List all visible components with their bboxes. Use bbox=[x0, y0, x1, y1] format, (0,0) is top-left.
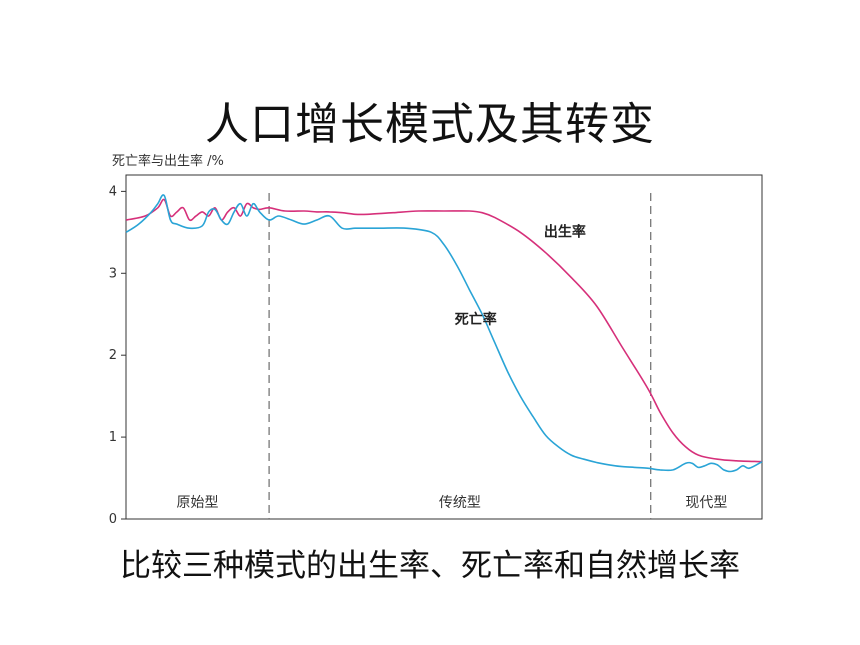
plot-frame bbox=[125, 174, 763, 520]
y-tick-label: 2 bbox=[109, 348, 117, 363]
death-rate-label: 死亡率 bbox=[454, 311, 497, 328]
y-tick-label: 3 bbox=[109, 266, 117, 281]
slide-title: 人口增长模式及其转变 bbox=[205, 99, 655, 150]
birth-rate-line bbox=[125, 198, 763, 463]
y-tick-label: 0 bbox=[109, 512, 117, 527]
birth-rate-label: 出生率 bbox=[544, 223, 586, 240]
y-axis-label: 死亡率与出生率 /% bbox=[112, 154, 224, 169]
slide-caption: 比较三种模式的出生率、死亡率和自然增长率 bbox=[120, 548, 740, 584]
death-rate-line bbox=[125, 194, 763, 473]
phase-label: 原始型 bbox=[177, 495, 219, 511]
phase-label: 传统型 bbox=[439, 495, 481, 511]
y-tick-label: 4 bbox=[109, 184, 117, 199]
y-tick-label: 1 bbox=[109, 430, 117, 445]
phase-label: 现代型 bbox=[685, 495, 727, 511]
